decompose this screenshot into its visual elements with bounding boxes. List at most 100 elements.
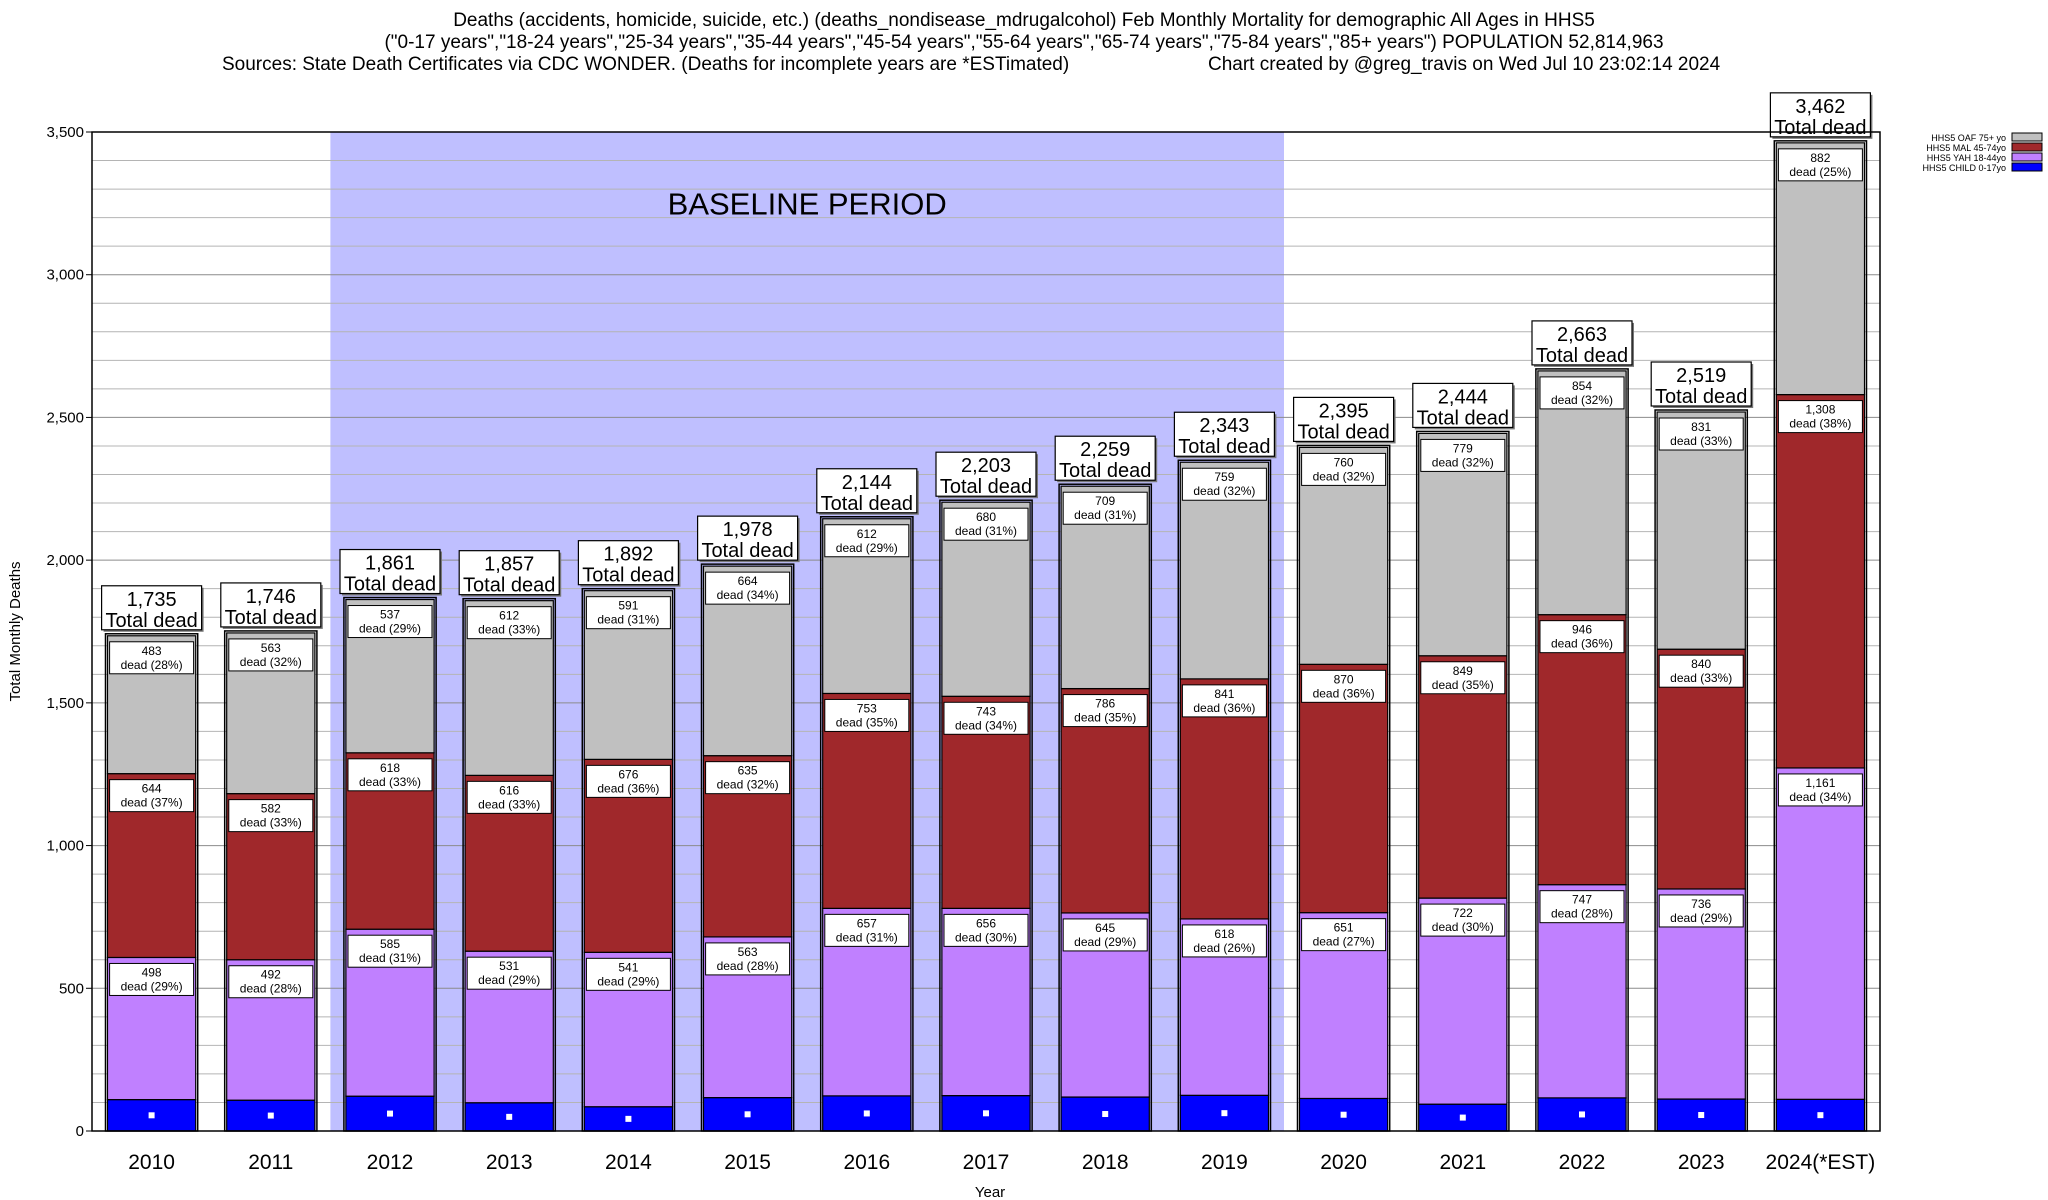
segment-pct-label: dead (28%) [121,658,183,672]
segment-pct-label: dead (34%) [955,718,1017,732]
segment-label-box [824,698,910,732]
segment-value-label: 882 [1810,151,1830,165]
segment-label-box [1301,918,1387,952]
segment-label-box [109,779,195,813]
segment-pct-label: dead (26%) [1193,941,1255,955]
total-value-label: 1,735 [127,589,177,611]
segment-value-label: 676 [618,767,638,781]
segment-pct-label: dead (29%) [1074,935,1136,949]
segment-marker [1459,1114,1466,1121]
total-value-label: 1,746 [246,586,296,608]
x-tick-label: 2023 [1678,1151,1725,1174]
segment-pct-label: dead (31%) [955,524,1017,538]
x-tick-label: 2017 [963,1151,1010,1174]
segment-pct-label: dead (35%) [836,715,898,729]
segment-label-box [347,934,433,968]
segment-pct-label: dead (29%) [597,974,659,988]
segment-label-box [585,764,671,798]
segment-marker [148,1112,155,1119]
x-tick-label: 2016 [843,1151,890,1174]
bar-segment-2023-2 [1656,648,1746,890]
segment-value-label: 591 [618,599,638,613]
y-tick-label: 0 [76,1123,84,1140]
y-tick-label: 500 [59,980,84,997]
segment-pct-label: dead (33%) [1670,434,1732,448]
segment-pct-label: dead (32%) [1193,484,1255,498]
bar-segment-2021-2 [1418,655,1508,899]
total-value-label: 2,519 [1676,365,1726,387]
segment-pct-label: dead (28%) [1551,907,1613,921]
segment-marker [863,1110,870,1117]
total-suffix-label: Total dead [1536,345,1628,367]
segment-label-box [1420,661,1506,695]
x-axis-title: Year [975,1184,1005,1200]
total-box [220,582,322,628]
legend-label: HHS5 YAH 18-44yo [1927,153,2006,163]
segment-value-label: 618 [380,761,400,775]
segment-value-label: 747 [1572,893,1592,907]
y-tick-label: 2,000 [46,552,84,569]
total-box [1650,361,1752,407]
segment-pct-label: dead (33%) [1670,671,1732,685]
segment-label-box [228,799,314,833]
segment-label-box [1420,438,1506,472]
segment-value-label: 870 [1334,672,1354,686]
segment-label-box [466,606,552,640]
total-box [696,515,799,561]
total-box [1531,320,1633,366]
segment-value-label: 651 [1334,921,1354,935]
segment-label-box [228,965,314,999]
legend-swatch [2011,132,2043,142]
total-suffix-label: Total dead [344,574,436,596]
segment-pct-label: dead (32%) [1432,455,1494,469]
segment-value-label: 616 [499,783,519,797]
segment-pct-label: dead (32%) [1551,393,1613,407]
total-value-label: 3,462 [1795,96,1845,118]
segment-value-label: 722 [1453,906,1473,920]
segment-marker [1340,1111,1347,1118]
bar-segment-2020-2 [1298,663,1389,914]
segment-label-box [585,957,671,991]
plot-frame [91,131,1881,1132]
segment-marker [744,1111,751,1118]
segment-value-label: 786 [1095,697,1115,711]
segment-label-box [347,605,433,639]
segment-pct-label: dead (34%) [1789,790,1851,804]
total-value-label: 1,861 [365,553,415,575]
segment-value-label: 736 [1691,897,1711,911]
segment-pct-label: dead (37%) [121,796,183,810]
segment-value-label: 541 [618,960,638,974]
segment-value-label: 563 [261,641,281,655]
segment-label-box [1420,903,1506,937]
total-suffix-label: Total dead [1297,421,1389,443]
segment-label-box [1777,148,1863,182]
segment-label-box [347,758,433,792]
segment-value-label: 946 [1572,623,1592,637]
segment-pct-label: dead (35%) [1432,678,1494,692]
bar-segment-2024(*EST)-1 [1775,767,1866,1100]
segment-pct-label: dead (28%) [240,982,302,996]
segment-pct-label: dead (32%) [1313,469,1375,483]
segment-pct-label: dead (30%) [1432,920,1494,934]
segment-value-label: 531 [499,959,519,973]
segment-marker [1579,1111,1585,1118]
segment-label-box [705,942,791,976]
total-suffix-label: Total dead [1774,117,1866,139]
total-box [577,540,680,586]
segment-label-box [943,507,1029,541]
segment-label-box [1539,620,1625,654]
segment-value-label: 841 [1214,687,1234,701]
segment-pct-label: dead (31%) [836,930,898,944]
chart-title-line-3-credit: Chart created by @greg_travis on Wed Jul… [1208,54,1721,75]
segment-marker [1698,1112,1705,1119]
total-box [1412,382,1514,429]
segment-label-box [1777,773,1863,807]
segment-pct-label: dead (32%) [240,655,302,669]
total-box [1054,435,1156,481]
total-box [1292,396,1395,442]
bar-segment-2019-2 [1179,678,1270,920]
segment-value-label: 1,161 [1805,776,1835,790]
segment-value-label: 563 [738,945,758,959]
segment-pct-label: dead (29%) [478,973,540,987]
